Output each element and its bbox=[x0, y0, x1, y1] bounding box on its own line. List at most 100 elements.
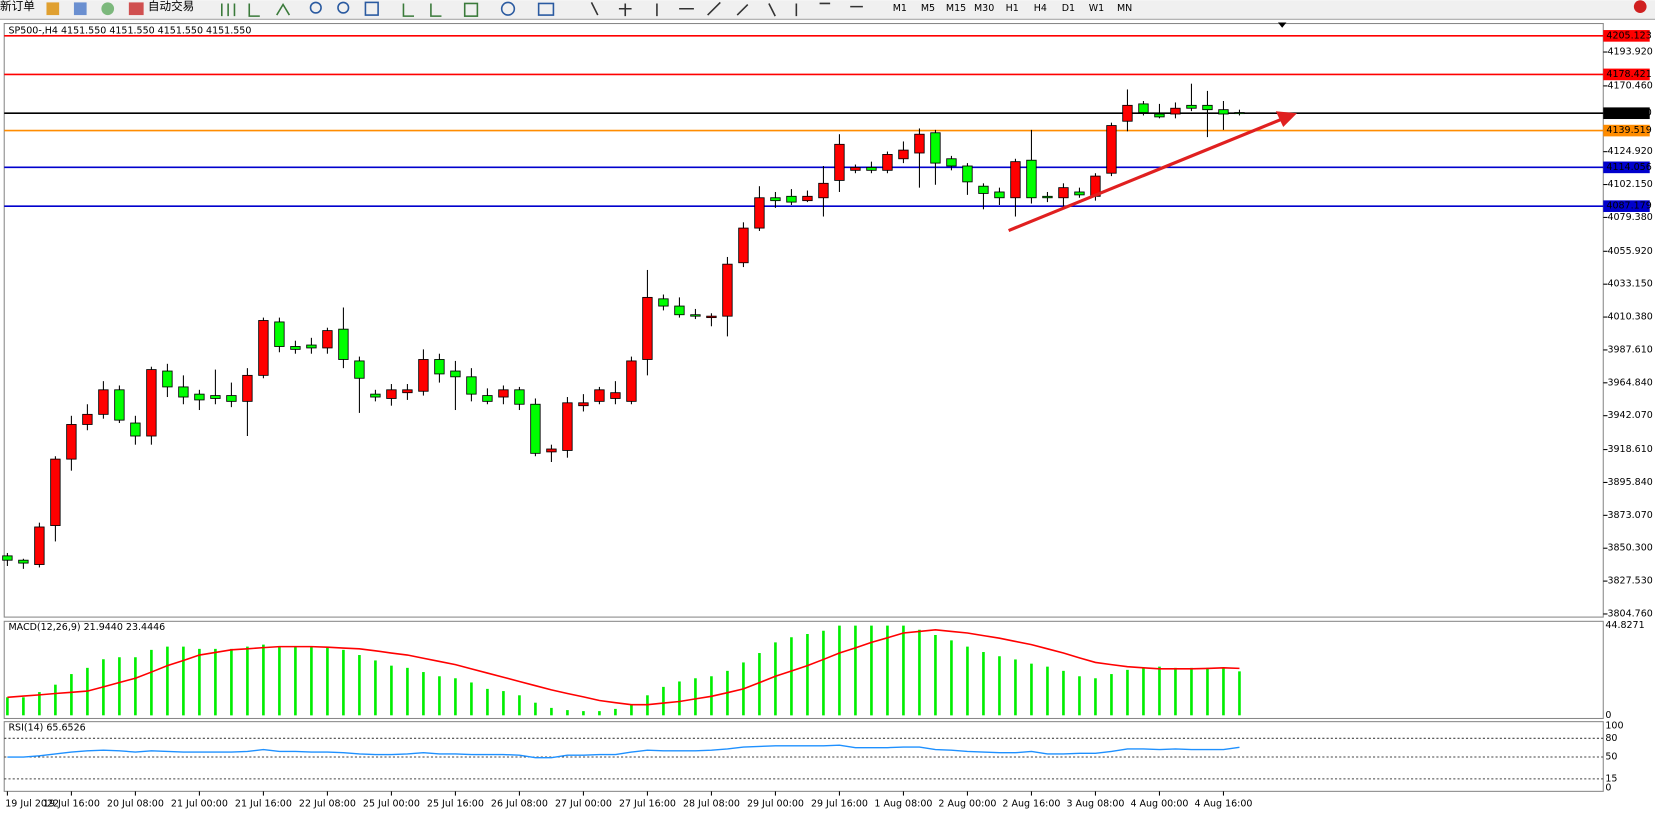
timeframe-button[interactable]: H4 bbox=[1034, 3, 1047, 14]
tool-icons[interactable] bbox=[221, 1, 863, 17]
candle-body bbox=[882, 154, 893, 171]
candle-body bbox=[914, 133, 925, 154]
y-tick-label: 3827.530 bbox=[1607, 576, 1652, 587]
candle-body bbox=[850, 167, 861, 171]
y-tick-label: 4170.460 bbox=[1607, 80, 1652, 91]
candle-body bbox=[146, 369, 157, 437]
y-tick-label: 3987.610 bbox=[1607, 344, 1652, 355]
candle-body bbox=[178, 386, 189, 398]
candle-body bbox=[418, 359, 429, 392]
timeframe-button[interactable]: M15 bbox=[946, 3, 966, 14]
icon[interactable] bbox=[402, 3, 442, 17]
candle-body bbox=[738, 227, 749, 264]
y-tick-label: 3850.300 bbox=[1607, 543, 1652, 554]
x-tick-label: 28 Jul 08:00 bbox=[683, 799, 740, 810]
candle-body bbox=[114, 389, 125, 421]
new-order-button[interactable]: 新订单 bbox=[0, 0, 35, 13]
y-tick-label: 3964.840 bbox=[1607, 377, 1652, 388]
icon[interactable] bbox=[276, 2, 291, 16]
candle-body bbox=[770, 197, 781, 202]
price-level-tag bbox=[1603, 124, 1650, 137]
timeframe-button[interactable]: MN bbox=[1117, 3, 1132, 14]
candle-body bbox=[274, 321, 285, 347]
candle-body bbox=[258, 320, 269, 376]
candle-body bbox=[898, 149, 909, 160]
candle-body bbox=[354, 360, 365, 379]
candle-body bbox=[498, 389, 509, 398]
x-tick-label: 19 Jul 2022 bbox=[5, 799, 59, 810]
price-level-tag bbox=[1603, 161, 1650, 174]
candle-body bbox=[946, 158, 957, 167]
toolbar bbox=[0, 0, 1655, 20]
candle-body bbox=[1106, 125, 1117, 174]
candle-body bbox=[194, 393, 205, 401]
y-tick-label: 80 bbox=[1605, 733, 1617, 744]
x-tick-label: 1 Aug 08:00 bbox=[874, 799, 932, 810]
icon[interactable] bbox=[537, 2, 555, 16]
candle-body bbox=[578, 402, 589, 407]
auto-trading-button[interactable]: 自动交易 bbox=[148, 0, 194, 13]
candle-body bbox=[674, 305, 685, 316]
auto-trading-icon[interactable] bbox=[128, 2, 144, 16]
candle-body bbox=[722, 263, 733, 317]
price-level-tag bbox=[1603, 68, 1650, 81]
y-tick-label: 0 bbox=[1605, 783, 1611, 794]
candle-body bbox=[98, 389, 109, 415]
y-tick-label: 4102.150 bbox=[1607, 179, 1652, 190]
x-tick-label: 20 Jul 08:00 bbox=[107, 799, 164, 810]
candle-body bbox=[530, 403, 541, 454]
candle-body bbox=[338, 328, 349, 360]
candle-body bbox=[930, 132, 941, 164]
icon[interactable] bbox=[101, 2, 115, 16]
candle-body bbox=[786, 195, 797, 203]
y-tick-label: 15 bbox=[1605, 773, 1617, 784]
zoom-in[interactable] bbox=[309, 1, 322, 14]
y-tick-label: 0 bbox=[1605, 710, 1611, 721]
notification[interactable] bbox=[1633, 0, 1647, 13]
timeframe-button[interactable]: W1 bbox=[1089, 3, 1104, 14]
icon[interactable] bbox=[46, 2, 60, 16]
candle-body bbox=[834, 143, 845, 181]
x-tick-label: 25 Jul 00:00 bbox=[363, 799, 420, 810]
timeframe-button[interactable]: H1 bbox=[1006, 3, 1019, 14]
timeframe-button[interactable]: M1 bbox=[893, 3, 907, 14]
y-tick-label: 4010.380 bbox=[1607, 312, 1652, 323]
y-tick-label: 4055.920 bbox=[1607, 246, 1652, 257]
timeframe-button[interactable]: M5 bbox=[921, 3, 935, 14]
candle-body bbox=[642, 296, 653, 360]
icon[interactable] bbox=[248, 3, 260, 17]
candle-body bbox=[866, 167, 877, 171]
icon[interactable] bbox=[73, 2, 87, 16]
icon[interactable] bbox=[500, 1, 516, 16]
icon[interactable] bbox=[221, 3, 236, 17]
x-tick-label: 19 Jul 16:00 bbox=[43, 799, 100, 810]
x-tick-label: 26 Jul 08:00 bbox=[491, 799, 548, 810]
x-tick-label: 3 Aug 08:00 bbox=[1066, 799, 1124, 810]
y-tick-label: 3918.610 bbox=[1607, 444, 1652, 455]
timeframe-button[interactable]: M30 bbox=[974, 3, 994, 14]
x-tick-label: 25 Jul 16:00 bbox=[427, 799, 484, 810]
candle-body bbox=[994, 191, 1005, 199]
y-tick-label: 4124.920 bbox=[1607, 146, 1652, 157]
rsi-line bbox=[7, 744, 1240, 759]
zoom-out[interactable] bbox=[337, 1, 350, 14]
candle-body bbox=[1138, 103, 1149, 113]
draw-tools[interactable] bbox=[590, 1, 863, 17]
y-tick-label: 50 bbox=[1605, 752, 1617, 763]
candle-body bbox=[690, 314, 701, 317]
price-level-label: 4087.179 bbox=[1606, 201, 1651, 212]
candle-body bbox=[322, 330, 333, 349]
candle-body bbox=[1202, 104, 1213, 111]
shift-marker bbox=[1277, 22, 1287, 28]
timeframe-button[interactable]: D1 bbox=[1062, 3, 1075, 14]
y-tick-label: 4079.380 bbox=[1607, 212, 1652, 223]
icon[interactable] bbox=[463, 2, 479, 17]
candle-body bbox=[594, 389, 605, 402]
x-tick-label: 22 Jul 08:00 bbox=[299, 799, 356, 810]
candle-body bbox=[706, 315, 717, 319]
y-tick-label: 4033.150 bbox=[1607, 279, 1652, 290]
y-tick-label: 3873.070 bbox=[1607, 510, 1652, 521]
candle-body bbox=[802, 195, 813, 202]
icon[interactable] bbox=[364, 1, 379, 16]
